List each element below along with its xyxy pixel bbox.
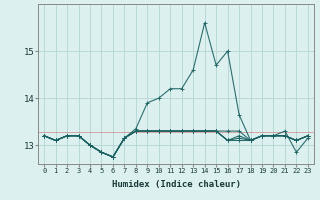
X-axis label: Humidex (Indice chaleur): Humidex (Indice chaleur) bbox=[111, 180, 241, 189]
